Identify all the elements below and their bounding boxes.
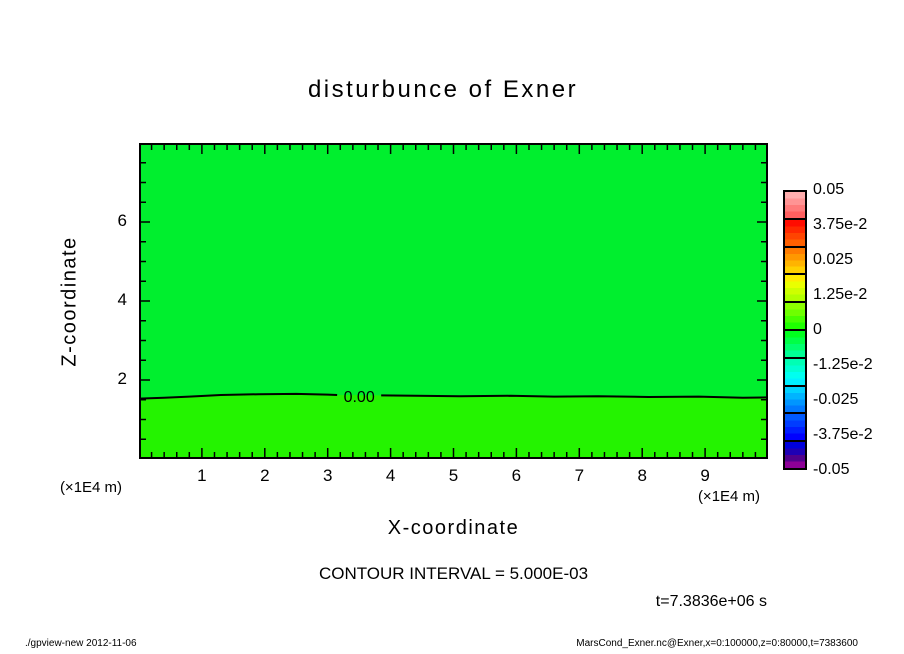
colorbar-segment <box>785 301 805 329</box>
x-tick-label: 3 <box>322 466 333 485</box>
time-annotation: t=7.3836e+06 s <box>655 593 767 610</box>
contour-plot-svg: 0.00 <box>139 143 768 459</box>
colorbar-segment <box>785 440 805 468</box>
colorbar-segment <box>785 217 805 246</box>
z-axis-tick-labels: 2 4 6 <box>85 143 127 459</box>
zero-contour-line <box>381 394 768 399</box>
colorbar-tick-label: -3.75e-2 <box>813 426 873 443</box>
plot-title: disturbunce of Exner <box>307 76 579 103</box>
x-tick-label: 1 <box>197 466 207 485</box>
x-tick-label: 6 <box>511 466 522 485</box>
colorbar <box>783 190 807 470</box>
colorbar-segment <box>785 273 805 302</box>
colorbar-tick-label: -1.25e-2 <box>813 356 873 373</box>
plot-area: 0.00 <box>139 143 768 459</box>
colorbar-segment <box>785 384 805 413</box>
footer-dataset: MarsCond_Exner.nc@Exner,x=0:100000,z=0:8… <box>576 638 858 649</box>
x-axis-tick-labels: 1 2 3 4 5 6 7 8 9 <box>139 466 768 488</box>
footer-command: ./gpview-new 2012-11-06 <box>25 638 137 649</box>
colorbar-tick-label: 0.025 <box>813 251 854 268</box>
x-tick-label: 9 <box>700 466 710 485</box>
contour-interval-text: CONTOUR INTERVAL = 5.000E-03 <box>318 564 589 583</box>
z-tick-label: 4 <box>117 290 127 309</box>
contour-line-label: 0.00 <box>344 389 375 406</box>
z-tick-label: 2 <box>117 369 127 388</box>
colorbar-segment <box>785 356 805 385</box>
tone-fill-below <box>139 393 768 459</box>
colorbar-tick-label: -0.05 <box>813 461 850 478</box>
z-axis-unit: (×1E4 m) <box>59 479 123 496</box>
plot-frame <box>139 143 768 459</box>
colorbar-tick-label: -0.025 <box>813 391 859 408</box>
x-tick-label: 8 <box>637 466 647 485</box>
colorbar-segment <box>785 245 805 274</box>
z-tick-label: 6 <box>117 211 127 230</box>
colorbar-labels: 0.05 3.75e-2 0.025 1.25e-2 0 -1.25e-2 -0.025 -3… <box>813 181 903 478</box>
x-axis-unit: (×1E4 m) <box>697 488 761 505</box>
colorbar-tick-label: 1.25e-2 <box>813 286 868 303</box>
colorbar-tick-label: 0 <box>813 321 822 338</box>
z-axis-title-text: Z-coordinate <box>58 236 81 367</box>
z-axis-title: Z-coordinate <box>50 170 90 430</box>
x-tick-label: 4 <box>385 466 396 485</box>
zero-contour-line <box>139 392 338 400</box>
x-tick-label: 5 <box>448 466 459 485</box>
colorbar-segment <box>785 328 805 357</box>
colorbar-tick-label: 3.75e-2 <box>813 216 868 233</box>
colorbar-tick-label: 0.05 <box>813 181 845 198</box>
x-tick-label: 7 <box>574 466 585 485</box>
x-axis-title: X-coordinate <box>387 517 520 539</box>
colorbar-segment <box>785 412 805 441</box>
colorbar-segment <box>785 192 805 218</box>
x-tick-label: 2 <box>260 466 270 485</box>
